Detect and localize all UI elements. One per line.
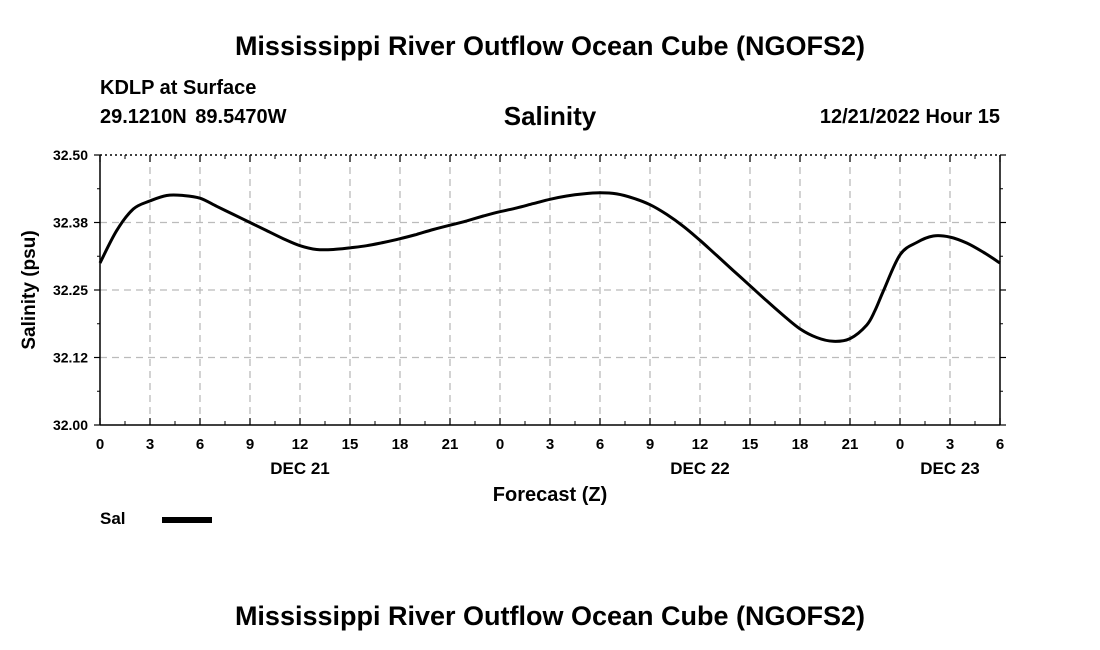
x-axis-title: Forecast (Z) — [493, 484, 607, 506]
chart-title: Salinity — [503, 101, 597, 131]
legend-label: Sal — [100, 509, 126, 528]
y-tick-label: 32.38 — [53, 215, 88, 231]
series-line-salinity — [98, 191, 1001, 343]
x-day-label: DEC 22 — [670, 459, 730, 478]
y-tick-label: 32.25 — [53, 282, 88, 298]
x-tick-label: 0 — [96, 436, 104, 453]
forecast-datetime: 12/21/2022 Hour 15 — [819, 106, 1000, 128]
x-tick-label: 15 — [742, 436, 759, 453]
x-tick-label: 9 — [246, 436, 254, 453]
y-tick-label: 32.12 — [53, 350, 88, 366]
y-axis-title: Salinity (psu) — [19, 230, 40, 349]
grid-lines — [100, 154, 1000, 425]
x-tick-label: 3 — [946, 436, 954, 453]
x-tick-label: 9 — [646, 436, 654, 453]
station-coordinates: 29.1210N 89.5470W — [100, 106, 287, 128]
x-tick-label: 18 — [792, 436, 809, 453]
x-tick-label: 3 — [546, 436, 554, 453]
axis-labels: 0 3 6 9 12 15 18 21 0 3 6 9 12 15 18 21 0 3 6 32.00 32.12 32.… — [19, 147, 1004, 506]
x-tick-label: 6 — [996, 436, 1004, 453]
main-title: Mississippi River Outflow Ocean Cube (NG… — [234, 31, 866, 61]
x-day-label: DEC 23 — [920, 459, 980, 478]
x-tick-label: 21 — [442, 436, 459, 453]
x-tick-label: 15 — [342, 436, 359, 453]
x-tick-label: 12 — [692, 436, 709, 453]
y-tick-label: 32.00 — [53, 417, 88, 433]
axes — [94, 154, 1006, 426]
x-tick-label: 0 — [496, 436, 504, 453]
station-label: KDLP at Surface — [100, 77, 257, 99]
x-tick-label: 12 — [292, 436, 309, 453]
y-tick-label: 32.50 — [53, 147, 88, 163]
x-tick-label: 18 — [392, 436, 409, 453]
x-tick-label: 0 — [896, 436, 904, 453]
footer-title: Mississippi River Outflow Ocean Cube (NG… — [234, 601, 866, 631]
x-tick-label: 6 — [196, 436, 204, 453]
legend-line-swatch — [162, 517, 212, 523]
data-series — [98, 191, 1001, 343]
x-day-label: DEC 21 — [270, 459, 330, 478]
x-tick-label: 6 — [596, 436, 604, 453]
x-tick-label: 21 — [842, 436, 859, 453]
x-tick-label: 3 — [146, 436, 154, 453]
